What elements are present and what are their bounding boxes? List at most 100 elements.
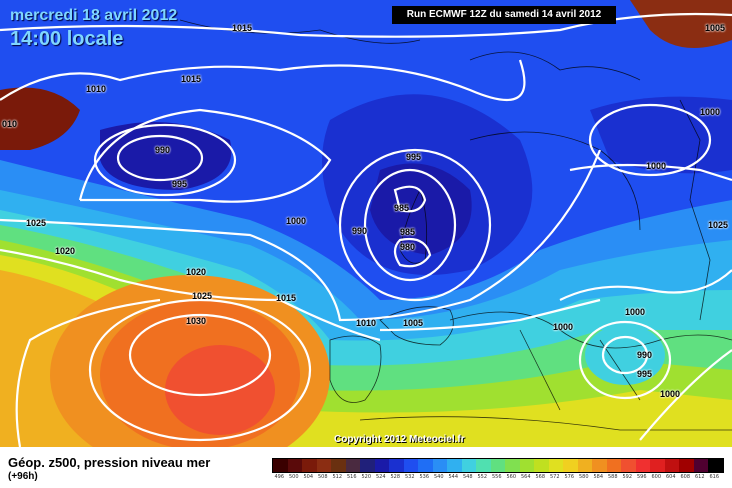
isobar-label: 1020 bbox=[186, 267, 207, 277]
scale-label: 576 bbox=[564, 474, 575, 480]
scale-label: 548 bbox=[462, 474, 473, 480]
scale-swatch bbox=[650, 459, 665, 472]
legend-footer: Géop. z500, pression niveau mer (+96h) 4… bbox=[0, 447, 732, 488]
scale-swatch bbox=[563, 459, 578, 472]
scale-swatch bbox=[577, 459, 592, 472]
scale-swatch bbox=[679, 459, 694, 472]
scale-label: 556 bbox=[491, 474, 502, 480]
scale-label: 516 bbox=[346, 474, 357, 480]
isobar-label: 1025 bbox=[26, 218, 47, 228]
legend-title: Géop. z500, pression niveau mer bbox=[8, 455, 211, 470]
scale-label: 604 bbox=[665, 474, 676, 480]
isobar-label: 1030 bbox=[186, 316, 207, 326]
isobar-label: 1015 bbox=[181, 74, 202, 84]
scale-swatch bbox=[476, 459, 491, 472]
isobar-label: 990 bbox=[637, 350, 653, 360]
isobar-label: 1000 bbox=[625, 307, 646, 317]
scale-label: 520 bbox=[361, 474, 372, 480]
scale-label: 524 bbox=[375, 474, 386, 480]
scale-swatch bbox=[635, 459, 650, 472]
isobar-label: 995 bbox=[637, 369, 653, 379]
scale-swatch bbox=[302, 459, 317, 472]
scale-swatch bbox=[621, 459, 636, 472]
scale-label: 580 bbox=[578, 474, 589, 480]
scale-swatch bbox=[693, 459, 708, 472]
isobar-label: 1015 bbox=[276, 293, 297, 303]
scale-label: 616 bbox=[709, 474, 720, 480]
scale-swatch bbox=[287, 459, 302, 472]
scale-label: 552 bbox=[477, 474, 488, 480]
isobar-label: 1010 bbox=[86, 84, 107, 94]
scale-label: 564 bbox=[520, 474, 531, 480]
copyright-text: Copyright 2012 Meteociel.fr bbox=[334, 434, 465, 445]
scale-swatch bbox=[331, 459, 346, 472]
isobar-label: 010 bbox=[2, 119, 18, 129]
isobar-label: 1000 bbox=[286, 216, 307, 226]
scale-swatch bbox=[548, 459, 563, 472]
scale-swatch bbox=[490, 459, 505, 472]
scale-label: 612 bbox=[694, 474, 705, 480]
scale-label: 540 bbox=[433, 474, 444, 480]
scale-swatch bbox=[374, 459, 389, 472]
isobar-label: 995 bbox=[406, 152, 422, 162]
scale-swatch bbox=[447, 459, 462, 472]
isobar-label: 1005 bbox=[403, 318, 424, 328]
scale-label: 536 bbox=[419, 474, 430, 480]
isobar-label: 1020 bbox=[55, 246, 76, 256]
weather-map: mercredi 18 avril 2012 14:00 locale Run … bbox=[0, 0, 732, 447]
color-scale bbox=[272, 458, 724, 473]
isobar-label: 990 bbox=[155, 145, 171, 155]
scale-swatch bbox=[360, 459, 375, 472]
forecast-time: 14:00 locale bbox=[10, 28, 124, 50]
scale-swatch bbox=[461, 459, 476, 472]
scale-label: 584 bbox=[593, 474, 604, 480]
scale-label: 588 bbox=[607, 474, 618, 480]
scale-swatch bbox=[345, 459, 360, 472]
scale-swatch bbox=[664, 459, 679, 472]
isobar-label: 995 bbox=[172, 179, 188, 189]
isobar-label: 1010 bbox=[356, 318, 377, 328]
isobar-label: 1000 bbox=[700, 107, 721, 117]
isobar-label: 985 bbox=[394, 203, 410, 213]
scale-label: 608 bbox=[680, 474, 691, 480]
scale-swatch bbox=[519, 459, 534, 472]
scale-swatch bbox=[418, 459, 433, 472]
legend-subtitle: (+96h) bbox=[8, 471, 38, 482]
scale-label: 504 bbox=[303, 474, 314, 480]
scale-label: 568 bbox=[535, 474, 546, 480]
scale-swatch bbox=[273, 459, 288, 472]
isobar-label: 1015 bbox=[232, 23, 253, 33]
isobar-label: 980 bbox=[400, 242, 416, 252]
isobar-label: 1000 bbox=[553, 322, 574, 332]
scale-label: 592 bbox=[622, 474, 633, 480]
isobar-label: 1000 bbox=[660, 389, 681, 399]
isobar-label: 985 bbox=[400, 227, 416, 237]
scale-label: 508 bbox=[317, 474, 328, 480]
scale-swatch bbox=[592, 459, 607, 472]
scale-label: 596 bbox=[636, 474, 647, 480]
scale-label: 600 bbox=[651, 474, 662, 480]
isobar-label: 1005 bbox=[705, 23, 726, 33]
scale-swatch bbox=[403, 459, 418, 472]
isobar-label: 1025 bbox=[192, 291, 213, 301]
run-banner: Run ECMWF 12Z du samedi 14 avril 2012 bbox=[392, 6, 616, 24]
scale-swatch bbox=[534, 459, 549, 472]
isobar-label: 1025 bbox=[708, 220, 729, 230]
scale-label: 544 bbox=[448, 474, 459, 480]
scale-swatch bbox=[316, 459, 331, 472]
geopotential-field bbox=[0, 0, 732, 447]
color-scale-labels: 496 500 504 508 512 516 520 524 528 532 536 540 544 5… bbox=[272, 474, 722, 480]
scale-swatch bbox=[389, 459, 404, 472]
scale-label: 532 bbox=[404, 474, 415, 480]
scale-swatch bbox=[708, 459, 723, 472]
scale-swatch bbox=[505, 459, 520, 472]
scale-label: 512 bbox=[332, 474, 343, 480]
scale-label: 496 bbox=[274, 474, 285, 480]
scale-label: 500 bbox=[288, 474, 299, 480]
scale-label: 572 bbox=[549, 474, 560, 480]
isobar-label: 990 bbox=[352, 226, 368, 236]
scale-swatch bbox=[606, 459, 621, 472]
isobar-label: 1000 bbox=[646, 161, 667, 171]
scale-label: 528 bbox=[390, 474, 401, 480]
forecast-date: mercredi 18 avril 2012 bbox=[10, 7, 178, 24]
